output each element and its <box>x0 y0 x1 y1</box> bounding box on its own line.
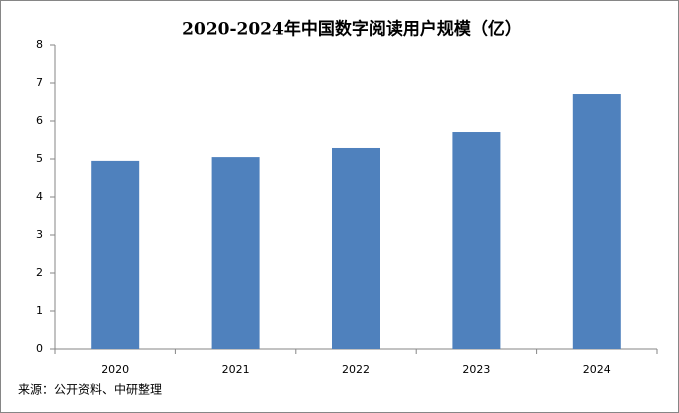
y-tick-label: 6 <box>36 114 43 127</box>
x-tick-label: 2022 <box>342 363 370 376</box>
bar <box>211 157 260 349</box>
x-tick-label: 2023 <box>462 363 490 376</box>
bar <box>91 160 140 349</box>
y-tick-label: 7 <box>36 76 43 89</box>
y-tick-label: 1 <box>36 304 43 317</box>
y-tick-label: 2 <box>36 266 43 279</box>
bar <box>572 94 621 350</box>
y-tick-label: 3 <box>36 228 43 241</box>
chart-title: 2020-2024年中国数字阅读用户规模（亿） <box>182 19 522 40</box>
x-tick-label: 2020 <box>101 363 129 376</box>
x-tick-label: 2024 <box>583 363 611 376</box>
bar <box>452 132 501 349</box>
source-note: 来源：公开资料、中研整理 <box>18 382 162 397</box>
x-tick-label: 2021 <box>222 363 250 376</box>
y-tick-label: 0 <box>36 342 43 355</box>
y-tick-label: 8 <box>36 38 43 51</box>
bar <box>332 147 380 349</box>
y-tick-label: 4 <box>36 190 43 203</box>
y-tick-label: 5 <box>36 152 43 165</box>
